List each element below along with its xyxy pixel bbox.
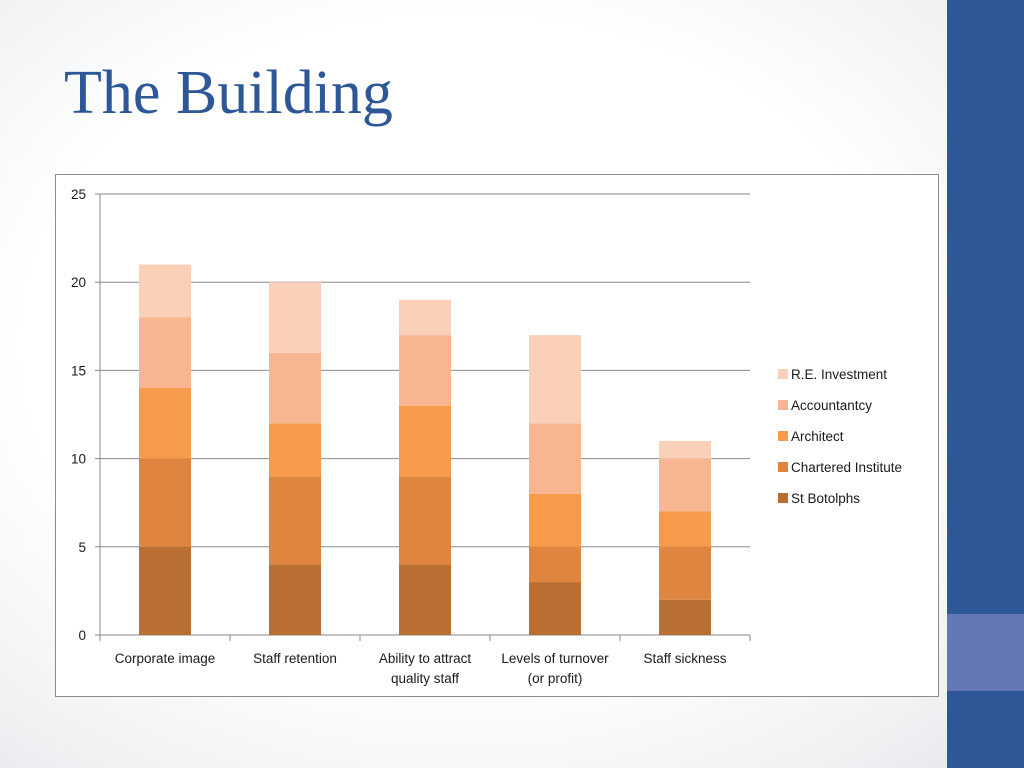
bar-segment-architect [269, 423, 321, 477]
bar-segment-architect [659, 511, 711, 547]
legend-swatch [778, 493, 788, 503]
stacked-bar-chart: 0 5 10 15 20 25 Corporate image Staff retention… [71, 187, 902, 686]
legend-label: St Botolphs [791, 491, 860, 506]
x-category-label: Ability to attract [379, 651, 472, 666]
bar-segment-r-e-investment [139, 264, 191, 318]
x-category-label: quality staff [391, 671, 459, 686]
bar-segment-chartered-institute [139, 458, 191, 547]
x-category-label: (or profit) [528, 671, 583, 686]
bar-segment-accountantcy [529, 423, 581, 494]
x-category-label: Staff sickness [643, 651, 726, 666]
legend-swatch [778, 431, 788, 441]
legend-label: R.E. Investment [791, 367, 887, 382]
bar-segment-st-botolphs [139, 546, 191, 635]
bar-segment-st-botolphs [529, 582, 581, 635]
y-tick-label: 15 [71, 363, 86, 378]
bar-segment-r-e-investment [659, 440, 711, 459]
sidebar-accent-block [947, 614, 1024, 691]
legend-label: Chartered Institute [791, 460, 902, 475]
legend-swatch [778, 462, 788, 472]
bar-segment-architect [399, 405, 451, 477]
y-tick-label: 20 [71, 275, 86, 290]
bar-segment-chartered-institute [269, 476, 321, 565]
bar-segment-accountantcy [269, 352, 321, 424]
chart-frame: 0 5 10 15 20 25 Corporate image Staff retention… [55, 174, 939, 697]
legend-swatch [778, 369, 788, 379]
legend-swatch [778, 400, 788, 410]
bar-segment-architect [139, 388, 191, 459]
y-tick-label: 10 [71, 452, 86, 467]
bar-segment-chartered-institute [659, 546, 711, 600]
x-category-label: Levels of turnover [501, 651, 609, 666]
bar-segment-st-botolphs [399, 564, 451, 635]
x-category-label: Corporate image [115, 651, 216, 666]
bar-segment-chartered-institute [399, 476, 451, 565]
bar-segment-accountantcy [399, 335, 451, 406]
slide-title: The Building [64, 59, 393, 127]
bar-segment-accountantcy [659, 458, 711, 512]
legend-label: Accountantcy [791, 398, 872, 413]
bar-segment-accountantcy [139, 317, 191, 389]
bar-segment-st-botolphs [269, 564, 321, 635]
bar-segment-r-e-investment [399, 299, 451, 336]
y-tick-label: 5 [78, 540, 86, 555]
y-tick-label: 25 [71, 187, 86, 202]
y-tick-label: 0 [78, 628, 86, 643]
bar-segment-r-e-investment [269, 282, 321, 353]
bar-segment-architect [529, 493, 581, 547]
bar-segment-r-e-investment [529, 335, 581, 424]
x-category-label: Staff retention [253, 651, 337, 666]
bar-segment-chartered-institute [529, 546, 581, 583]
legend-label: Architect [791, 429, 844, 444]
bar-segment-st-botolphs [659, 599, 711, 635]
